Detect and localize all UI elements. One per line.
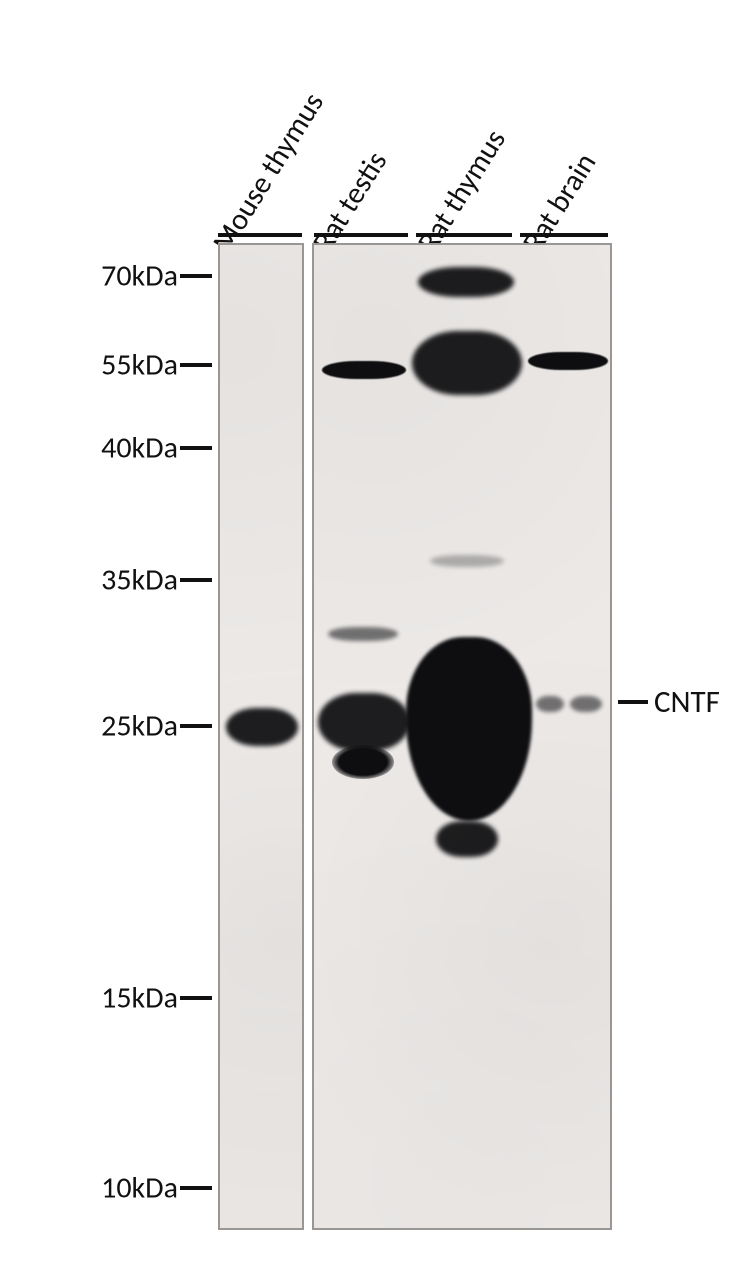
blot-band <box>328 627 398 641</box>
blot-band <box>528 352 608 370</box>
lane-label: Rat testis <box>305 145 396 259</box>
lane-underline <box>218 233 302 237</box>
mw-label: 70kDa <box>101 258 178 295</box>
mw-tick <box>180 996 212 1000</box>
mw-text: 25kDa <box>101 708 178 745</box>
lane-underline <box>520 233 608 237</box>
mw-text: 40kDa <box>101 430 178 467</box>
lane-label-text: Rat testis <box>305 145 396 259</box>
western-blot-figure: 70kDa 55kDa 40kDa 35kDa 25kDa 15kDa 10kD… <box>0 0 750 1280</box>
lane-underline <box>416 233 512 237</box>
blot-band <box>412 331 522 395</box>
blot-band <box>430 555 504 567</box>
blot-band <box>322 361 406 379</box>
mw-label: 55kDa <box>101 347 178 384</box>
mw-tick <box>180 446 212 450</box>
mw-text: 70kDa <box>101 258 178 295</box>
annotation-tick <box>618 700 648 704</box>
mw-tick <box>180 578 212 582</box>
mw-text: 15kDa <box>101 980 178 1017</box>
blot-band <box>570 696 602 712</box>
mw-label: 35kDa <box>101 562 178 599</box>
mw-text: 55kDa <box>101 347 178 384</box>
blot-band <box>318 693 410 751</box>
mw-tick <box>180 1186 212 1190</box>
mw-tick <box>180 724 212 728</box>
mw-label: 15kDa <box>101 980 178 1017</box>
annotation-label: CNTF <box>654 683 720 721</box>
mw-label: 10kDa <box>101 1170 178 1207</box>
mw-tick <box>180 274 212 278</box>
mw-label: 25kDa <box>101 708 178 745</box>
annotation-text: CNTF <box>654 683 720 721</box>
lane-label-text: Rat thymus <box>410 123 514 259</box>
mw-text: 35kDa <box>101 562 178 599</box>
mw-text: 10kDa <box>101 1170 178 1207</box>
blot-band <box>406 637 532 821</box>
mw-tick <box>180 363 212 367</box>
blot-band <box>436 821 498 857</box>
blot-band <box>226 708 298 746</box>
blot-band <box>418 267 514 297</box>
lane-label: Rat thymus <box>410 123 514 259</box>
blot-membrane-2 <box>312 243 612 1230</box>
lane-underline <box>314 233 408 237</box>
blot-membrane-1 <box>218 243 304 1230</box>
blot-band <box>536 696 564 712</box>
blot-smear <box>332 745 394 779</box>
mw-label: 40kDa <box>101 430 178 467</box>
